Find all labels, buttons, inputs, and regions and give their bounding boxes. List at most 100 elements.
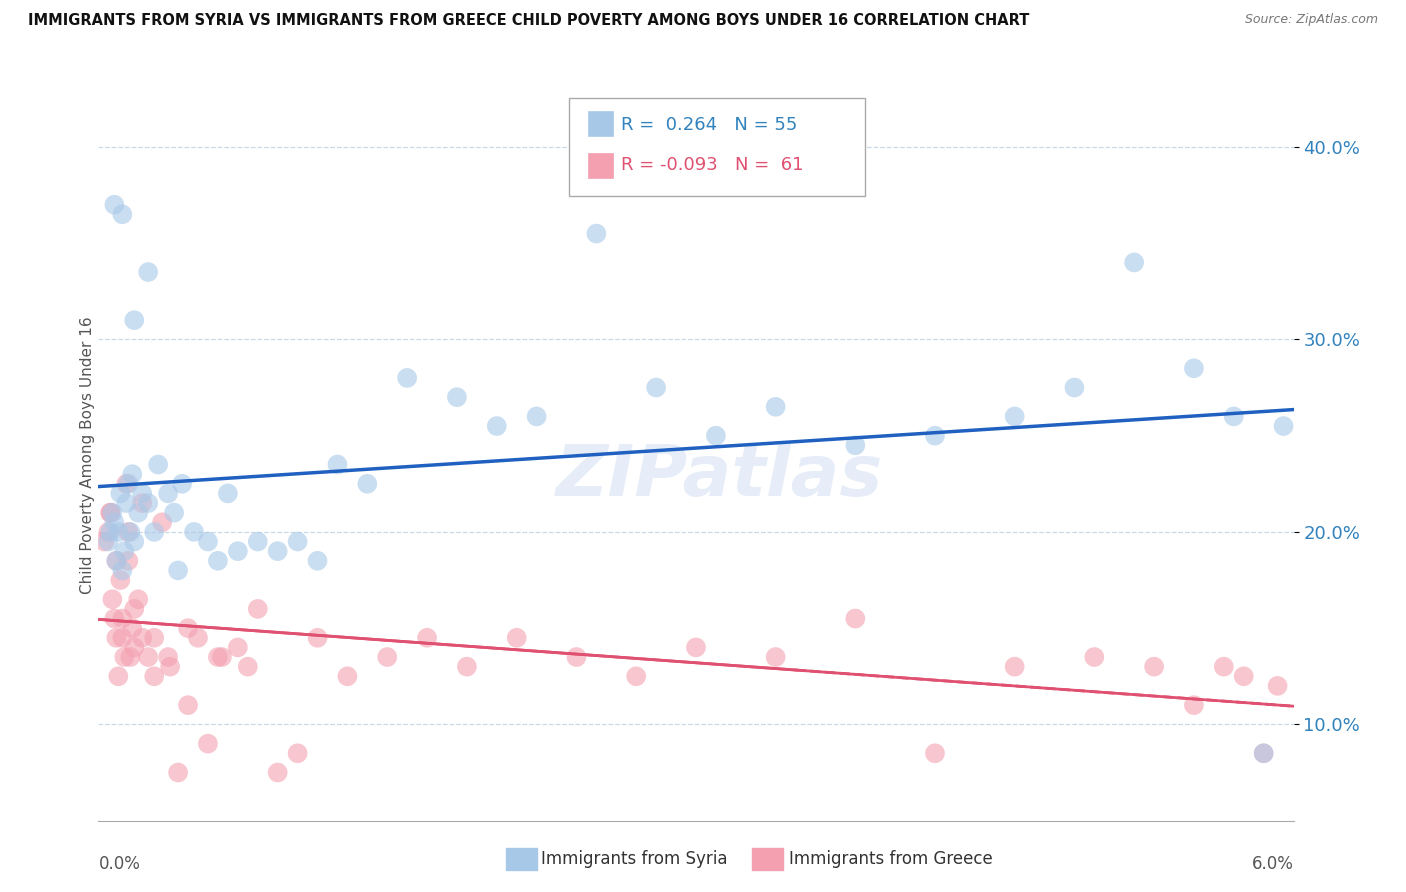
Point [143,631,166,645]
Point [1004,659,1026,673]
Point [645,380,668,394]
Point [246,534,269,549]
Point [167,563,190,577]
Point [287,746,309,760]
Text: R =  0.264   N = 55: R = 0.264 N = 55 [621,116,797,134]
Point [172,476,194,491]
Point [177,621,200,635]
Point [98,506,122,520]
Point [163,506,186,520]
Point [1083,650,1105,665]
Point [287,534,309,549]
Point [375,650,398,665]
Point [1272,419,1295,434]
Point [307,554,329,568]
Point [148,458,170,472]
Point [97,524,120,539]
Point [150,516,173,530]
Point [207,650,229,665]
Point [105,554,128,568]
Point [565,650,588,665]
Point [226,640,249,655]
Point [844,611,866,625]
Point [127,592,149,607]
Point [105,554,128,568]
Point [844,438,866,452]
Point [136,496,159,510]
Point [167,765,190,780]
Point [111,631,134,645]
Point [124,602,146,616]
Point [924,428,946,442]
Point [115,476,138,491]
Text: Source: ZipAtlas.com: Source: ZipAtlas.com [1244,13,1378,27]
Point [110,486,132,500]
Point [197,737,219,751]
Point [157,486,180,500]
Point [685,640,707,655]
Point [396,371,419,385]
Point [197,534,219,549]
Point [159,659,181,673]
Point [356,476,378,491]
Text: 0.0%: 0.0% [98,855,141,873]
Text: Immigrants from Greece: Immigrants from Greece [789,850,993,868]
Point [624,669,647,683]
Text: 6.0%: 6.0% [1251,855,1294,873]
Point [124,534,146,549]
Point [236,659,259,673]
Point [117,554,139,568]
Point [704,428,727,442]
Point [336,669,359,683]
Point [103,516,125,530]
Point [131,486,153,500]
Point [1212,659,1234,673]
Point [585,227,607,241]
Point [107,669,129,683]
Point [101,506,124,520]
Point [120,650,142,665]
Point [267,544,290,558]
Point [136,650,159,665]
Point [446,390,468,404]
Point [506,631,529,645]
Point [131,496,153,510]
Point [326,458,349,472]
Point [1182,361,1205,376]
Point [267,765,290,780]
Point [187,631,209,645]
Text: Immigrants from Syria: Immigrants from Syria [541,850,728,868]
Point [1253,746,1275,760]
Point [1063,380,1085,394]
Point [226,544,249,558]
Point [131,631,153,645]
Point [124,313,146,327]
Point [416,631,439,645]
Point [101,592,124,607]
Point [107,524,129,539]
Point [115,496,138,510]
Point [485,419,508,434]
Point [765,400,787,414]
Y-axis label: Child Poverty Among Boys Under 16: Child Poverty Among Boys Under 16 [80,316,94,594]
Point [1004,409,1026,424]
Point [143,669,166,683]
Point [98,524,122,539]
Point [1222,409,1246,424]
Text: IMMIGRANTS FROM SYRIA VS IMMIGRANTS FROM GREECE CHILD POVERTY AMONG BOYS UNDER 1: IMMIGRANTS FROM SYRIA VS IMMIGRANTS FROM… [28,13,1029,29]
Point [127,506,149,520]
Point [112,650,135,665]
Text: R = -0.093   N =  61: R = -0.093 N = 61 [621,156,804,174]
Point [97,534,120,549]
Point [526,409,548,424]
Point [143,524,166,539]
Point [217,486,239,500]
Point [211,650,233,665]
Point [111,563,134,577]
Point [103,197,125,211]
Point [1233,669,1256,683]
Point [111,611,134,625]
Point [177,698,200,713]
Point [183,524,205,539]
Point [103,611,125,625]
